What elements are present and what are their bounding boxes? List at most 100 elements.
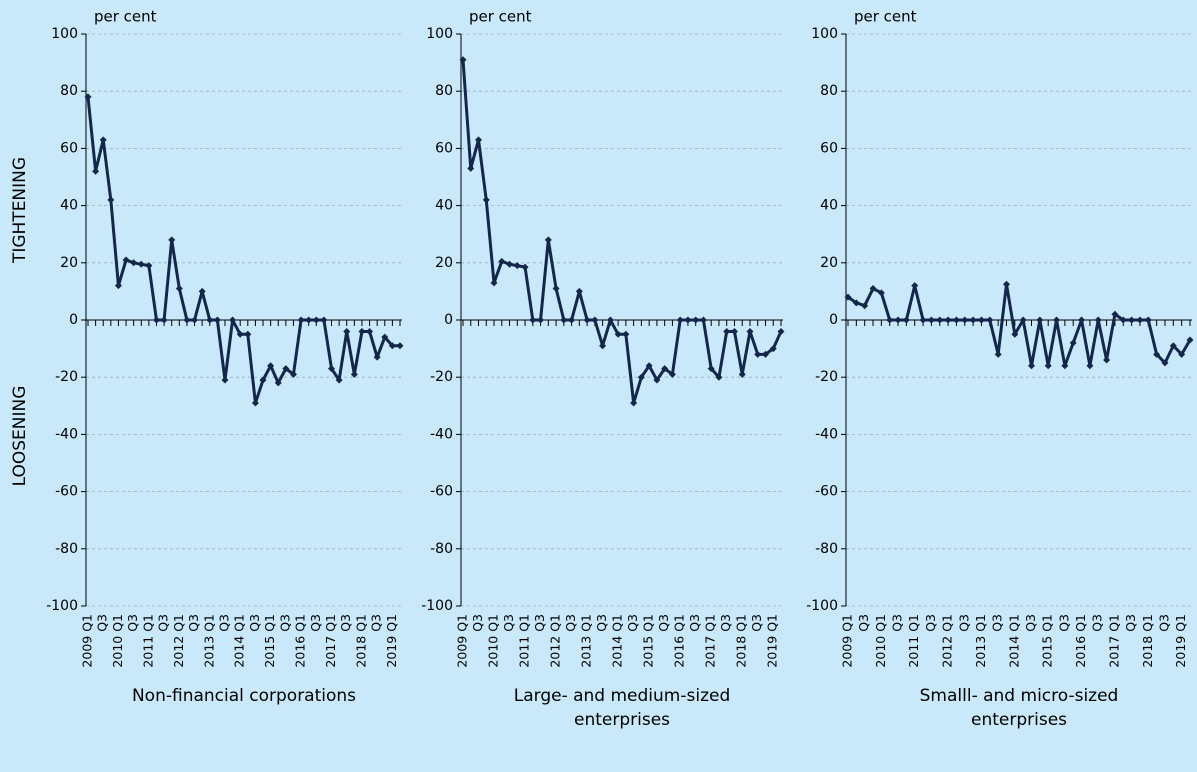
x-tick-label: 2011 Q1 xyxy=(906,614,921,668)
x-tick-label: Q3 xyxy=(532,614,547,632)
y-tick-label: 100 xyxy=(811,26,838,42)
point-marker xyxy=(175,285,183,293)
point-marker xyxy=(715,373,723,381)
x-tick-label: Q3 xyxy=(95,614,110,632)
series-line xyxy=(461,59,783,405)
x-tick-label: Q3 xyxy=(656,614,671,632)
y-tick-label: -80 xyxy=(55,541,78,557)
point-marker xyxy=(692,316,700,324)
x-tick-label: Q3 xyxy=(687,614,702,632)
point-marker xyxy=(894,316,902,324)
point-marker xyxy=(661,365,669,373)
x-tick-label: 2009 Q1 xyxy=(840,614,855,668)
point-marker xyxy=(521,263,529,271)
point-marker xyxy=(552,285,560,293)
point-marker xyxy=(969,316,977,324)
point-marker xyxy=(986,316,994,324)
y-tick-label: -80 xyxy=(430,541,453,557)
x-tick-label: 2014 Q1 xyxy=(232,614,247,668)
point-marker xyxy=(886,316,894,324)
point-marker xyxy=(606,316,614,324)
point-marker xyxy=(1044,362,1052,370)
point-marker xyxy=(335,376,343,384)
y-tick-label: 100 xyxy=(426,26,453,42)
point-marker xyxy=(459,56,467,64)
point-marker xyxy=(297,316,305,324)
x-tick-label: Q3 xyxy=(990,614,1005,632)
axis-annotation: TIGHTENING xyxy=(10,157,30,264)
point-marker xyxy=(482,196,490,204)
x-tick-label: 2013 Q1 xyxy=(973,614,988,668)
x-tick-label: Q3 xyxy=(308,614,323,632)
point-marker xyxy=(358,327,366,335)
point-marker xyxy=(1119,316,1127,324)
point-marker xyxy=(130,259,138,267)
y-tick-label: 20 xyxy=(435,255,453,271)
x-tick-label: Q3 xyxy=(1090,614,1105,632)
point-marker xyxy=(676,316,684,324)
point-marker xyxy=(396,342,404,350)
point-marker xyxy=(754,350,762,358)
y-tick-label: 40 xyxy=(820,198,838,214)
point-marker xyxy=(160,316,168,324)
point-marker xyxy=(513,262,521,270)
x-tick-label: 2011 Q1 xyxy=(140,614,155,668)
point-marker xyxy=(869,285,877,293)
point-marker xyxy=(936,316,944,324)
x-tick-label: Q3 xyxy=(749,614,764,632)
y-tick-label: -60 xyxy=(815,484,838,500)
point-marker xyxy=(1086,362,1094,370)
point-marker xyxy=(373,353,381,361)
point-marker xyxy=(575,287,583,295)
point-marker xyxy=(919,316,927,324)
point-marker xyxy=(1153,350,1161,358)
y-tick-label: 40 xyxy=(60,198,78,214)
x-tick-label: 2018 Q1 xyxy=(1140,614,1155,668)
x-tick-label: 2017 Q1 xyxy=(323,614,338,668)
point-marker xyxy=(244,330,252,338)
x-tick-label: 2019 Q1 xyxy=(765,614,780,668)
y-tick-label: -100 xyxy=(46,598,78,614)
point-marker xyxy=(746,327,754,335)
x-tick-label: Q3 xyxy=(563,614,578,632)
point-marker xyxy=(1186,336,1194,344)
x-tick-label: 2010 Q1 xyxy=(873,614,888,668)
point-marker xyxy=(388,342,396,350)
point-marker xyxy=(852,299,860,307)
point-marker xyxy=(1069,339,1077,347)
y-tick-label: -20 xyxy=(430,369,453,385)
point-marker xyxy=(560,316,568,324)
y-tick-label: 0 xyxy=(69,312,78,328)
y-tick-label: -100 xyxy=(421,598,453,614)
x-tick-label: 2016 Q1 xyxy=(293,614,308,668)
point-marker xyxy=(1136,316,1144,324)
x-tick-label: 2014 Q1 xyxy=(1006,614,1021,668)
unit-label: per cent xyxy=(469,8,532,26)
x-tick-label: 2018 Q1 xyxy=(353,614,368,668)
point-marker xyxy=(259,376,267,384)
x-tick-label: 2010 Q1 xyxy=(486,614,501,668)
x-tick-label: 2014 Q1 xyxy=(610,614,625,668)
y-tick-label: -20 xyxy=(815,369,838,385)
point-marker xyxy=(1078,316,1086,324)
y-tick-label: 60 xyxy=(820,140,838,156)
point-marker xyxy=(699,316,707,324)
point-marker xyxy=(944,316,952,324)
point-marker xyxy=(366,327,374,335)
point-marker xyxy=(206,316,214,324)
point-marker xyxy=(274,379,282,387)
point-marker xyxy=(122,256,130,264)
point-marker xyxy=(723,327,731,335)
y-tick-label: 20 xyxy=(820,255,838,271)
point-marker xyxy=(198,287,206,295)
x-tick-label: 2012 Q1 xyxy=(548,614,563,668)
point-marker xyxy=(877,289,885,297)
y-tick-label: 0 xyxy=(444,312,453,328)
point-marker xyxy=(236,330,244,338)
point-marker xyxy=(213,316,221,324)
y-tick-label: 80 xyxy=(435,83,453,99)
point-marker xyxy=(320,316,328,324)
point-marker xyxy=(350,370,358,378)
point-marker xyxy=(251,399,259,407)
point-marker xyxy=(614,330,622,338)
